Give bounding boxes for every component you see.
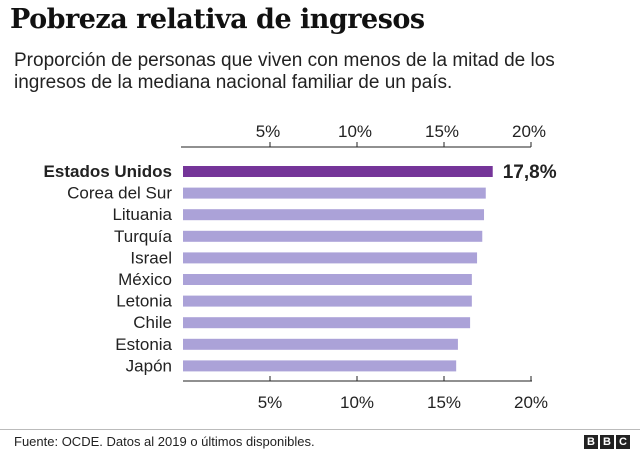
category-label: Lituania <box>112 205 172 224</box>
bar <box>183 338 458 350</box>
bar <box>183 295 472 307</box>
bottom-tick-label: 15% <box>427 393 461 412</box>
category-label: Turquía <box>114 227 173 246</box>
category-label: Estados Unidos <box>44 162 172 181</box>
top-tick-label: 10% <box>338 122 372 141</box>
bbc-logo: B B C <box>584 435 630 449</box>
chart-subtitle: Proporción de personas que viven con men… <box>14 50 555 93</box>
logo-letter: C <box>616 435 630 449</box>
source-note: Fuente: OCDE. Datos al 2019 o últimos di… <box>14 434 315 449</box>
chart-title: Pobreza relativa de ingresos <box>10 4 425 35</box>
category-label: Israel <box>130 248 172 267</box>
category-label: Letonia <box>116 292 172 311</box>
bar <box>183 187 486 199</box>
footer-divider <box>0 429 640 430</box>
top-tick-label: 20% <box>512 122 546 141</box>
bar <box>183 274 472 285</box>
category-label: Corea del Sur <box>67 184 172 203</box>
category-label: Chile <box>133 313 172 332</box>
data-label: 17,8% <box>503 162 557 183</box>
bottom-tick-label: 20% <box>514 393 548 412</box>
top-tick-label: 15% <box>425 122 459 141</box>
bar <box>183 209 485 221</box>
bottom-tick-label: 10% <box>340 393 374 412</box>
bottom-tick-label: 5% <box>258 393 283 412</box>
bar-chart: 5% 5% 10% 10% 15% 15% 20% 20% Estados Unidos 17,8… <box>44 122 557 412</box>
bar <box>183 230 483 242</box>
logo-letter: B <box>584 435 598 449</box>
category-label: Japón <box>126 356 172 375</box>
bar <box>183 360 457 372</box>
bar <box>183 166 493 177</box>
bar <box>183 317 471 329</box>
category-label: México <box>118 270 172 289</box>
top-tick-label: 5% <box>256 122 281 141</box>
category-label: Estonia <box>115 335 172 354</box>
bar <box>183 252 478 264</box>
logo-letter: B <box>600 435 614 449</box>
